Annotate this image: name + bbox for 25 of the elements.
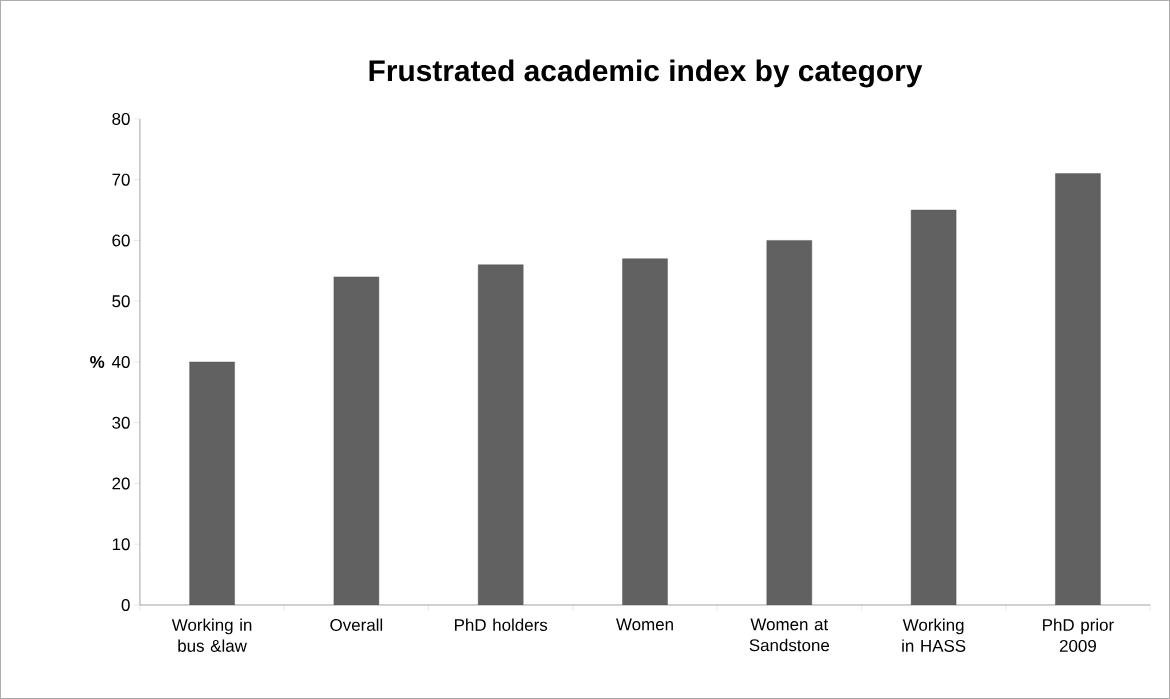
x-tick-label: PhD holders [455,618,548,632]
x-tick-label: Women at Sandstone [749,618,830,652]
bar [189,361,235,606]
bar [766,240,813,606]
chart-title: Frustrated academic index by category [369,59,923,88]
y-tick-label: 30 [112,416,130,429]
x-tick-label: Working in bus &law [171,618,252,652]
x-tick-label: PhD prior 2009 [1043,618,1114,652]
y-tick-label: 0 [121,599,130,612]
x-tick-label: Overall [330,618,383,632]
bar [333,276,380,606]
bar [622,258,668,606]
bar [1055,173,1101,606]
y-tick-label: 10 [112,538,130,551]
x-tick-label: Women [616,618,673,631]
x-tick-label: Working in HASS [902,618,966,652]
y-tick-label: 80 [112,112,130,125]
bar [477,264,524,606]
y-tick-label: 40 [111,356,130,368]
y-tick-label: 60 [112,234,130,247]
y-tick-label: 70 [112,173,130,186]
y-axis-title: % [90,356,105,368]
y-tick-label: 20 [112,477,130,490]
bar [910,209,957,606]
y-tick-label: 50 [112,295,130,308]
